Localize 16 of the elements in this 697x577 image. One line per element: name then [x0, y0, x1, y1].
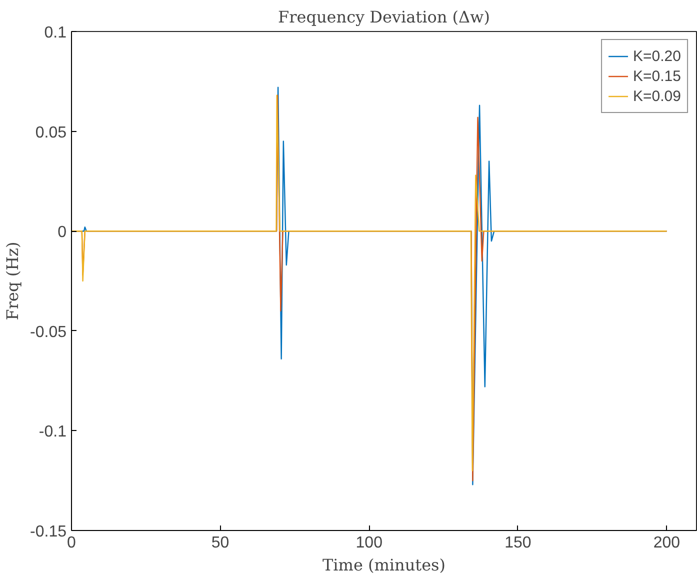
legend-label: K=0.09 — [633, 88, 681, 104]
y-tick-label: 0 — [58, 224, 67, 242]
legend-label: K=0.20 — [633, 48, 681, 64]
y-tick-label: 0.05 — [35, 124, 67, 142]
x-tick-label: 150 — [504, 534, 532, 552]
y-tick-label: 0.1 — [44, 24, 67, 42]
chart-title: Frequency Deviation (Δw) — [278, 8, 490, 26]
x-tick-label: 200 — [653, 534, 680, 552]
y-tick-label: -0.15 — [30, 524, 67, 540]
x-tick-label: 50 — [211, 534, 230, 552]
y-tick-label: -0.1 — [38, 424, 67, 441]
x-tick-label: 100 — [356, 534, 383, 552]
y-tick-label: -0.05 — [30, 324, 67, 341]
x-axis-title: Time (minutes) — [322, 556, 446, 574]
legend-label: K=0.15 — [633, 68, 681, 84]
y-axis-title: Freq (Hz) — [3, 242, 22, 320]
